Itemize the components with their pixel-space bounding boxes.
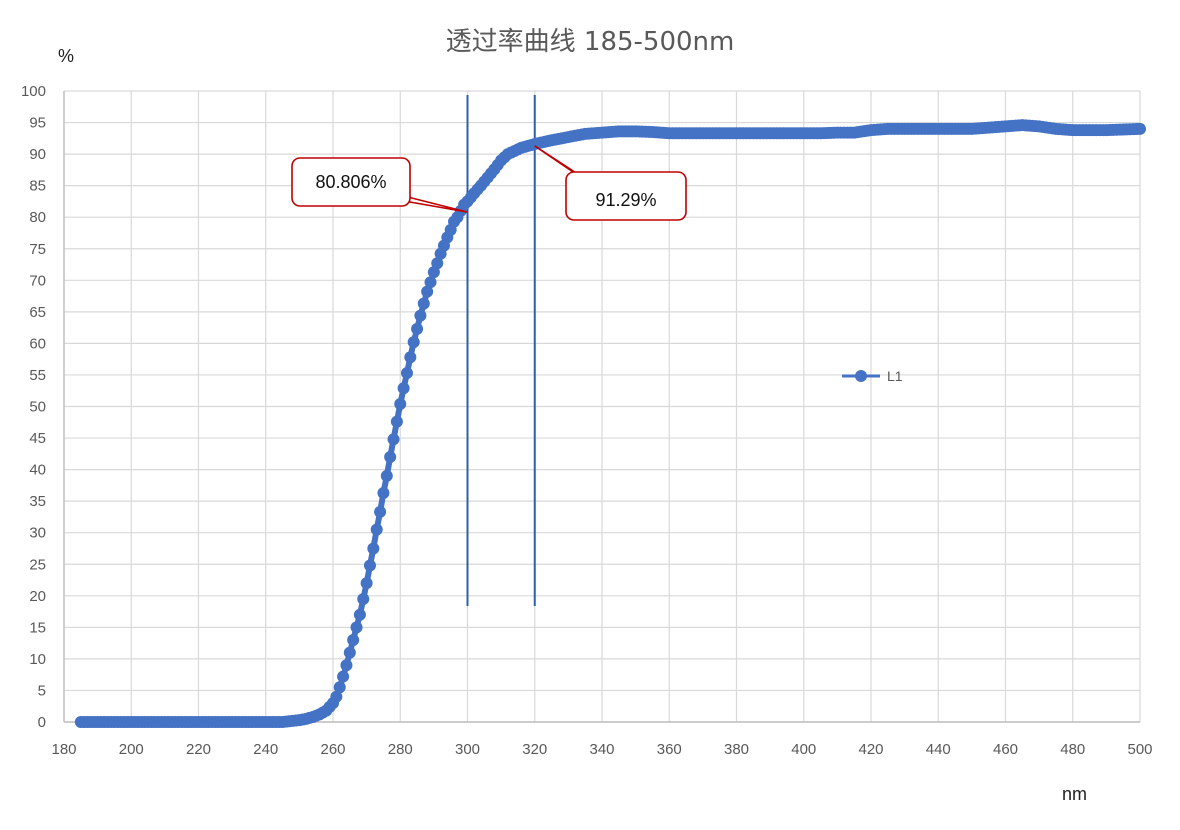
x-tick-label: 440 [926,741,951,758]
y-tick-label: 5 [38,682,46,699]
y-tick-label: 85 [29,178,46,195]
data-point [337,670,350,683]
data-point [1134,122,1146,135]
data-point [411,322,424,335]
callout-box [565,171,687,221]
data-point [333,681,346,694]
y-tick-label: 35 [29,493,46,510]
x-tick-label: 380 [724,741,749,758]
data-point [340,659,353,672]
data-point [404,351,417,364]
y-tick-label: 45 [29,430,46,447]
y-tick-label: 65 [29,304,46,321]
x-tick-label: 420 [858,741,883,758]
data-point [363,559,376,572]
y-tick-label: 75 [29,241,46,258]
data-point [417,297,430,310]
data-point [414,309,427,322]
data-point [390,415,403,428]
data-point [343,646,356,659]
data-point [421,285,434,298]
data-point [397,382,410,395]
y-axis-unit-label: % [58,46,74,66]
x-tick-label: 480 [1060,741,1085,758]
x-axis-ticks: 180 200 220 240 260 280 300 320 340 360 380 400 420 4… [51,741,1152,758]
x-tick-label: 460 [993,741,1018,758]
y-tick-label: 50 [29,399,46,416]
data-point [347,633,360,646]
x-tick-label: 280 [388,741,413,758]
data-point [367,542,380,555]
y-tick-label: 55 [29,367,46,384]
x-tick-label: 240 [253,741,278,758]
x-tick-label: 300 [455,741,480,758]
y-tick-label: 60 [29,335,46,352]
y-tick-label: 95 [29,115,46,132]
data-point [384,450,397,463]
x-tick-label: 320 [522,741,547,758]
y-tick-label: 80 [29,209,46,226]
data-point [377,486,390,499]
y-tick-label: 25 [29,556,46,573]
data-point [387,433,400,446]
y-tick-label: 40 [29,462,46,479]
x-tick-label: 360 [657,741,682,758]
data-point [350,621,363,634]
data-point [370,523,383,536]
data-point [424,276,437,289]
chart-title: 透过率曲线 185-500nm [446,27,735,57]
y-tick-label: 90 [29,146,46,163]
series-l1 [74,119,1146,728]
x-tick-label: 220 [186,741,211,758]
legend-marker [855,370,867,382]
x-tick-label: 500 [1127,741,1152,758]
data-point [357,592,370,605]
y-tick-label: 100 [21,83,46,100]
data-point [360,577,373,590]
y-tick-label: 20 [29,588,46,605]
callout-label: 91.29% [595,190,656,210]
data-point [431,257,444,270]
x-tick-label: 340 [589,741,614,758]
y-axis-ticks: 0 5 10 15 20 25 30 35 40 45 50 55 60 65 70 75 80 85 90 95 10… [21,83,46,731]
y-tick-label: 0 [38,714,46,731]
data-point [400,367,413,380]
x-tick-label: 200 [119,741,144,758]
y-tick-label: 15 [29,619,46,636]
callout-box [291,157,411,207]
x-axis-unit-label: nm [1062,784,1087,804]
y-tick-label: 70 [29,272,46,289]
data-point [374,505,387,518]
data-point [380,469,393,482]
legend-label-l1: L1 [887,368,903,384]
legend: L1 [842,368,903,384]
vertical-markers [466,95,536,606]
data-point [394,397,407,410]
x-tick-label: 400 [791,741,816,758]
callout-label: 80.806% [315,172,386,192]
x-tick-label: 260 [320,741,345,758]
data-point [407,336,420,349]
x-tick-label: 180 [51,741,76,758]
y-tick-label: 10 [29,651,46,668]
data-point [330,690,343,703]
data-point [353,608,366,621]
y-tick-label: 30 [29,525,46,542]
annotations: 80.806% 91.29% [291,145,687,221]
